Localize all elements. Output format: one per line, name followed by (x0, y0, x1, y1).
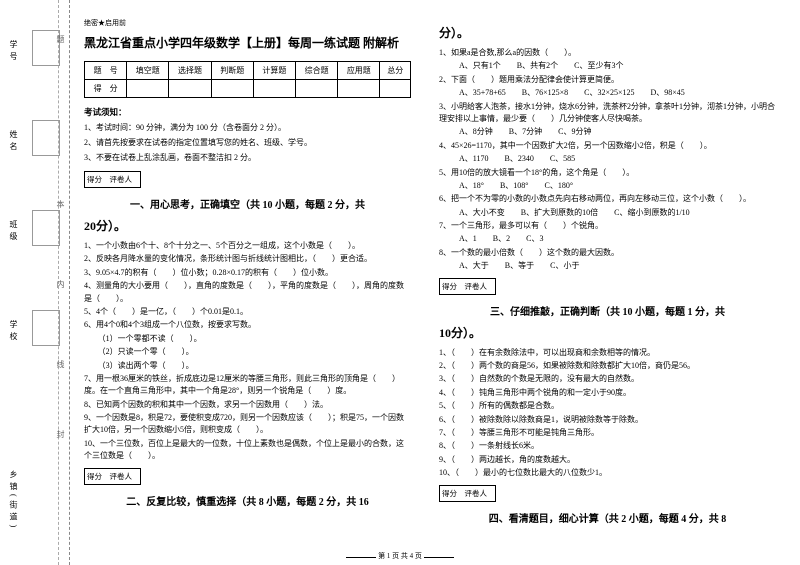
score-cell (338, 80, 380, 98)
section-2-points: 分）。 (439, 24, 776, 41)
score-col: 计算题 (253, 62, 295, 80)
side-label-class: 班级 (8, 220, 19, 244)
q: 1、（ ）在有余数除法中，可以出现商和余数相等的情况。 (439, 347, 776, 359)
score-cell (380, 80, 411, 98)
score-cell (169, 80, 211, 98)
q-opts: A、18° B、108° C、180° (439, 180, 776, 192)
score-marker: 得分 评卷人 (439, 485, 496, 502)
notice-title: 考试须知： (84, 106, 411, 118)
side-label-id: 学号 (8, 40, 19, 64)
section-4-title: 四、看清题目，细心计算（共 2 小题，每题 4 分，共 8 (439, 510, 776, 525)
q: 4、（ ）钝角三角形中两个锐角的和一定小于90度。 (439, 387, 776, 399)
side-label-name: 姓名 (8, 130, 19, 154)
q-sub: （2）只读一个零（ ）。 (84, 346, 411, 358)
page-footer: 第 1 页 共 4 页 (0, 551, 800, 561)
side-label-town: 乡镇(街道) (8, 470, 19, 531)
q: 2、反映各月降水量的变化情况，条形统计图与折线统计图相比，（ ）更合适。 (84, 253, 411, 265)
q-opts: A、1 B、2 C、3 (439, 233, 776, 245)
q: 10、一个三位数，百位上是最大的一位数，十位上素数也是偶数，个位上是最小的合数，… (84, 438, 411, 463)
score-col: 选择题 (169, 62, 211, 80)
q: 1、一个小数由6个十、8个十分之一、5个百分之一组成，这个小数是（ ）。 (84, 240, 411, 252)
page-number: 第 1 页 共 4 页 (378, 552, 422, 560)
q: 8、一个数的最小倍数（ ）这个数的最大因数。 (439, 247, 776, 259)
score-row-label: 得 分 (85, 80, 127, 98)
score-cell (127, 80, 169, 98)
q: 9、（ ）两边越长，角的度数越大。 (439, 454, 776, 466)
q-opts: A、大于 B、等于 C、小于 (439, 260, 776, 272)
q: 7、一个三角形，最多可以有（ ）个锐角。 (439, 220, 776, 232)
q: 9、一个因数是8，积是72，要使积变成720，则另一个因数应该（ ）；积是75，… (84, 412, 411, 437)
q: 4、45×26=1170，其中一个因数扩大2倍，另一个因数缩小2倍，积是（ ）。 (439, 140, 776, 152)
notice-item: 1、考试时间：90 分钟，满分为 100 分（含卷面分 2 分）。 (84, 122, 411, 134)
q: 6、（ ）被除数除以除数商是1，说明被除数等于除数。 (439, 414, 776, 426)
score-col: 填空题 (127, 62, 169, 80)
section-2-title: 二、反复比较，慎重选择（共 8 小题，每题 2 分，共 16 (84, 493, 411, 508)
side-label-school: 学校 (8, 320, 19, 344)
score-col: 总分 (380, 62, 411, 80)
cut-mark: 线 (55, 360, 66, 376)
score-col: 应用题 (338, 62, 380, 80)
q-opts: A、大小不变 B、扩大到原数的10倍 C、缩小到原数的1/10 (439, 207, 776, 219)
score-cell (296, 80, 338, 98)
notice-item: 2、请首先按要求在试卷的指定位置填写您的姓名、班级、学号。 (84, 137, 411, 149)
score-col: 判断题 (211, 62, 253, 80)
binding-sidebar: 学号 姓名 班级 学校 乡镇(街道) 题 本 内 线 封 (0, 0, 70, 565)
exam-title: 黑龙江省重点小学四年级数学【上册】每周一练试题 附解析 (84, 34, 411, 51)
score-cell (211, 80, 253, 98)
q: 2、（ ）两个数的商是56，如果被除数和除数都扩大10倍，商仍是56。 (439, 360, 776, 372)
q: 6、把一个不为零的小数的小数点先向右移动两位，再向左移动三位，这个小数（ ）。 (439, 193, 776, 205)
cut-mark: 题 (55, 35, 66, 51)
q: 10、（ ）最小的七位数比最大的八位数少1。 (439, 467, 776, 479)
q: 5、4个（ ）是一亿，（ ）个0.01是0.1。 (84, 306, 411, 318)
q: 8、已知两个因数的积和其中一个因数，求另一个因数用（ ）法。 (84, 399, 411, 411)
q: 5、用10倍的放大镜看一个18°的角，这个角是（ ）。 (439, 167, 776, 179)
side-box (32, 310, 60, 346)
page-left: 绝密★启用前 黑龙江省重点小学四年级数学【上册】每周一练试题 附解析 题 号 填… (70, 0, 425, 565)
side-box (32, 120, 60, 156)
q: 3、（ ）自然数的个数是无限的，没有最大的自然数。 (439, 373, 776, 385)
q-opts: A、只有1个 B、共有2个 C、至少有3个 (439, 60, 776, 72)
q: 7、（ ）等腰三角形不可能是钝角三角形。 (439, 427, 776, 439)
q: 1、如果a是合数,那么a的因数（ ）。 (439, 47, 776, 59)
cut-mark: 内 (55, 280, 66, 296)
score-marker: 得分 评卷人 (439, 278, 496, 295)
page-right: 分）。 1、如果a是合数,那么a的因数（ ）。 A、只有1个 B、共有2个 C、… (425, 0, 790, 565)
cut-mark: 本 (55, 200, 66, 216)
q-opts: A、1170 B、2340 C、585 (439, 153, 776, 165)
section-3-points: 10分）。 (439, 324, 776, 341)
score-cell (253, 80, 295, 98)
cut-mark: 封 (55, 430, 66, 446)
q: 4、测量角的大小要用（ ），直角的度数是（ ），平角的度数是（ ），周角的度数是… (84, 280, 411, 305)
score-table: 题 号 填空题 选择题 判断题 计算题 综合题 应用题 总分 得 分 (84, 61, 411, 98)
section-1-points: 20分）。 (84, 217, 411, 234)
section-1-title: 一、用心思考，正确填空（共 10 小题，每题 2 分，共 (84, 196, 411, 211)
q-sub: （3）读出两个零（ ）。 (84, 360, 411, 372)
q: 6、用4个0和4个3组成一个八位数，按要求写数。 (84, 319, 411, 331)
q: 3、小明给客人泡茶，接水1分钟，烧水6分钟，洗茶杯2分钟，拿茶叶1分钟，沏茶1分… (439, 101, 776, 126)
score-marker: 得分 评卷人 (84, 171, 141, 188)
q-sub: （1）一个零都不读（ ）。 (84, 333, 411, 345)
notice-item: 3、不要在试卷上乱涂乱画，卷面不整洁扣 2 分。 (84, 152, 411, 164)
q-opts: A、8分钟 B、7分钟 C、9分钟 (439, 126, 776, 138)
q-opts: A、35+78+65 B、76×125×8 C、32×25×125 D、98×4… (439, 87, 776, 99)
q: 3、9.05×4.7的积有（ ）位小数；0.28×0.17的积有（ ）位小数。 (84, 267, 411, 279)
score-marker: 得分 评卷人 (84, 468, 141, 485)
q: 8、（ ）一条射线长6米。 (439, 440, 776, 452)
score-col: 题 号 (85, 62, 127, 80)
q: 7、用一根36厘米的铁丝，折成底边是12厘米的等腰三角形，则此三角形的顶角是（ … (84, 373, 411, 398)
q: 2、下面（ ）题用乘法分配律会使计算更简便。 (439, 74, 776, 86)
secret-mark: 绝密★启用前 (84, 18, 411, 28)
section-3-title: 三、仔细推敲，正确判断（共 10 小题，每题 1 分，共 (439, 303, 776, 318)
q: 5、（ ）所有的偶数都是合数。 (439, 400, 776, 412)
score-col: 综合题 (296, 62, 338, 80)
